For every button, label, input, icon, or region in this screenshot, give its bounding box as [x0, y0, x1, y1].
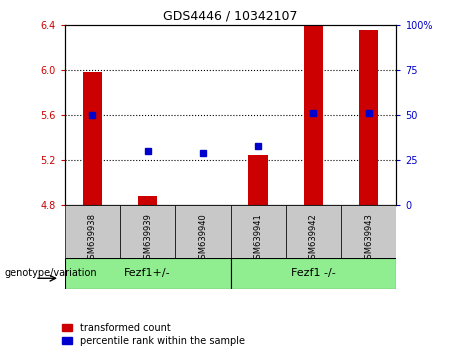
- Text: GSM639943: GSM639943: [364, 213, 373, 264]
- Text: genotype/variation: genotype/variation: [5, 268, 97, 279]
- Title: GDS4446 / 10342107: GDS4446 / 10342107: [163, 9, 298, 22]
- Text: GSM639940: GSM639940: [198, 213, 207, 264]
- Text: GSM639941: GSM639941: [254, 213, 263, 264]
- Text: Fezf1 -/-: Fezf1 -/-: [291, 268, 336, 279]
- Bar: [230, 205, 286, 258]
- Bar: [65, 258, 230, 289]
- Bar: [304, 0, 323, 205]
- Bar: [65, 205, 120, 258]
- Text: GSM639939: GSM639939: [143, 213, 152, 264]
- Text: GSM639938: GSM639938: [88, 213, 97, 264]
- Bar: [120, 205, 175, 258]
- Bar: [359, 30, 378, 205]
- Bar: [286, 205, 341, 258]
- Bar: [341, 205, 396, 258]
- Bar: [175, 205, 230, 258]
- Text: GSM639942: GSM639942: [309, 213, 318, 264]
- Bar: [83, 72, 102, 205]
- Text: Fezf1+/-: Fezf1+/-: [124, 268, 171, 279]
- Bar: [138, 196, 157, 205]
- Bar: [193, 205, 213, 206]
- Legend: transformed count, percentile rank within the sample: transformed count, percentile rank withi…: [62, 323, 244, 346]
- Bar: [248, 155, 268, 205]
- Bar: [230, 258, 396, 289]
